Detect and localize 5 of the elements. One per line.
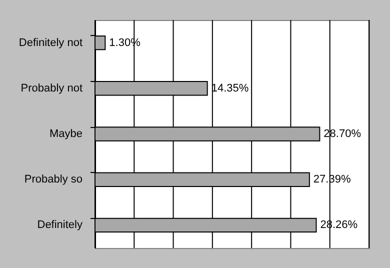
y-tick-label: Probably not <box>20 82 82 94</box>
y-tick-label: Probably so <box>24 174 82 186</box>
y-tick-label: Maybe <box>49 128 82 140</box>
y-tick-label: Definitely not <box>18 36 82 49</box>
y-tick-label: Definitely <box>37 219 83 232</box>
